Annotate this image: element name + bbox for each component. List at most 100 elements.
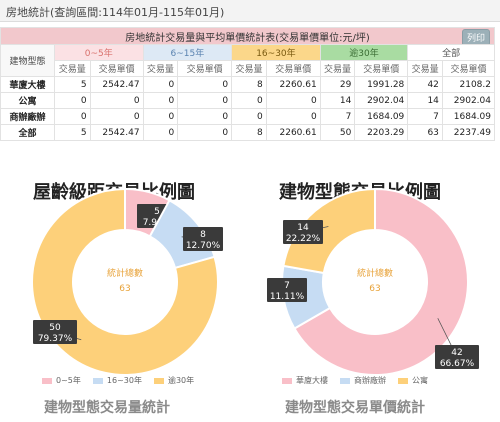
age-chart-legend: 0~5年 16~30年 逾30年 — [42, 375, 194, 386]
sub-header-volume: 交易量 — [231, 60, 267, 77]
row-label: 華廈大樓 — [0, 76, 55, 93]
sub-header-volume: 交易量 — [53, 60, 91, 77]
price-cell: 0 — [177, 76, 233, 93]
legend-swatch — [340, 377, 350, 384]
print-button[interactable]: 列印 — [461, 29, 490, 44]
sub-header-row: 交易量 交易單價 交易量 交易單價 交易量 交易單價 交易量 交易單價 交易量 … — [1, 60, 496, 77]
volume-cell: 5 — [53, 124, 91, 141]
row-label: 全部 — [0, 124, 55, 141]
donut-slice[interactable] — [293, 187, 469, 376]
price-cell: 1684.09 — [441, 108, 496, 125]
center-label: 統計總數 — [357, 267, 393, 279]
sub-header-volume: 交易量 — [319, 60, 356, 77]
group-header-over-30: 逾30年 — [319, 44, 409, 61]
price-cell: 2108.2 — [441, 76, 496, 93]
table-caption-row: 房地統計交易量與平均單價統計表(交易單價單位:元/坪) 列印 — [0, 27, 495, 45]
price-cell: 2902.04 — [354, 92, 409, 109]
callout-box — [33, 320, 77, 344]
table-row: 全部 5 2542.47 0 0 8 2260.61 50 2203.29 63 2237.49 — [0, 124, 496, 141]
volume-cell: 0 — [231, 108, 267, 125]
legend-item[interactable]: 16~30年 — [92, 375, 142, 386]
table-body: 華廈大樓 5 2542.47 0 0 8 2260.61 29 1991.28 42 2108.2 公… — [0, 76, 496, 141]
callout-value: 50 — [49, 323, 61, 333]
callout-value: 7 — [284, 281, 290, 291]
callout-box — [267, 278, 307, 302]
legend-item[interactable]: 0~5年 — [42, 375, 81, 386]
callout-box — [435, 345, 479, 369]
callout-value: 42 — [451, 348, 462, 358]
stats-table: 房地統計交易量與平均單價統計表(交易單價單位:元/坪) 列印 建物型態 0~5年… — [0, 27, 496, 141]
volume-cell: 0 — [142, 108, 179, 125]
stats-table-container: 房地統計交易量與平均單價統計表(交易單價單位:元/坪) 列印 建物型態 0~5年… — [0, 27, 500, 141]
row-header-cell: 建物型態 — [0, 44, 55, 77]
price-cell: 0 — [265, 92, 321, 109]
window-title: 房地統計(查詢區間:114年01月-115年01月) — [6, 6, 225, 19]
donut-slice[interactable] — [31, 187, 219, 376]
legend-label: 華廈大樓 — [296, 376, 328, 385]
legend-swatch — [153, 377, 164, 384]
volume-cell: 5 — [53, 76, 91, 93]
table-row: 商辦廠辦 0 0 0 0 0 0 7 1684.09 7 1684.09 — [0, 108, 496, 125]
volume-cell: 0 — [142, 124, 179, 141]
table-row: 公寓 0 0 0 0 0 0 14 2902.04 14 2902.04 — [0, 92, 496, 109]
price-cell: 0 — [89, 92, 144, 109]
sub-header-price: 交易單價 — [441, 60, 496, 77]
type-chart-legend: 華廈大樓 商辦廠辦 公寓 — [282, 375, 428, 386]
legend-label: 商辦廠辦 — [354, 376, 386, 385]
legend-label: 0~5年 — [56, 376, 81, 385]
price-cell: 0 — [89, 108, 144, 125]
legend-label: 逾30年 — [167, 376, 195, 385]
legend-item[interactable]: 商辦廠辦 — [340, 375, 386, 386]
legend-item[interactable]: 逾30年 — [153, 375, 195, 386]
price-cell: 2542.47 — [89, 76, 144, 93]
callout-box — [183, 227, 223, 251]
group-header-16-30: 16~30年 — [231, 44, 321, 61]
volume-cell: 0 — [53, 108, 91, 125]
price-cell: 0 — [177, 92, 233, 109]
price-cell: 1991.28 — [354, 76, 409, 93]
sub-header-price: 交易單價 — [89, 60, 144, 77]
group-header-6-15: 6~15年 — [142, 44, 233, 61]
volume-cell: 63 — [407, 124, 443, 141]
legend-swatch — [282, 377, 292, 384]
callout-value: 5 — [154, 207, 160, 217]
center-value: 63 — [369, 284, 380, 294]
volume-cell: 8 — [231, 124, 267, 141]
group-header-row: 建物型態 0~5年 6~15年 16~30年 逾30年 全部 — [0, 44, 495, 77]
volume-cell: 50 — [319, 124, 356, 141]
legend-item[interactable]: 華廈大樓 — [282, 375, 328, 386]
volume-cell: 0 — [53, 92, 91, 109]
callout-percent: 66.67% — [440, 359, 475, 369]
price-cell: 0 — [177, 124, 233, 141]
volume-cell: 8 — [231, 76, 267, 93]
sub-header-price: 交易單價 — [354, 60, 409, 77]
age-chart-subtitle: 建物型態交易量統計 — [44, 400, 170, 416]
price-cell: 2542.47 — [89, 124, 144, 141]
center-label: 統計總數 — [107, 267, 143, 279]
legend-swatch — [42, 377, 52, 384]
callout-percent: 79.37% — [38, 334, 73, 344]
table-row: 華廈大樓 5 2542.47 0 0 8 2260.61 29 1991.28 42 2108.2 — [0, 76, 496, 93]
price-cell: 2260.61 — [265, 124, 321, 141]
price-cell: 2203.29 — [354, 124, 409, 141]
callout-percent: 11.11% — [270, 292, 305, 302]
sub-header-volume: 交易量 — [142, 60, 179, 77]
type-chart-subtitle: 建物型態交易單價統計 — [285, 400, 425, 416]
group-header-0-5: 0~5年 — [53, 44, 144, 61]
price-cell: 0 — [265, 108, 321, 125]
callout-value: 8 — [200, 230, 206, 240]
volume-cell: 7 — [407, 108, 443, 125]
callout-percent: 12.70% — [186, 241, 221, 251]
volume-cell: 14 — [407, 92, 443, 109]
legend-label: 公寓 — [412, 376, 428, 385]
price-cell: 2902.04 — [441, 92, 496, 109]
table-caption: 房地統計交易量與平均單價統計表(交易單價單位:元/坪) 列印 — [0, 27, 495, 45]
group-header-all: 全部 — [407, 44, 495, 61]
legend-swatch — [92, 377, 103, 384]
callout-percent: 22.22% — [286, 234, 321, 244]
volume-cell: 7 — [319, 108, 356, 125]
legend-item[interactable]: 公寓 — [398, 375, 428, 386]
sub-header-volume: 交易量 — [407, 60, 443, 77]
